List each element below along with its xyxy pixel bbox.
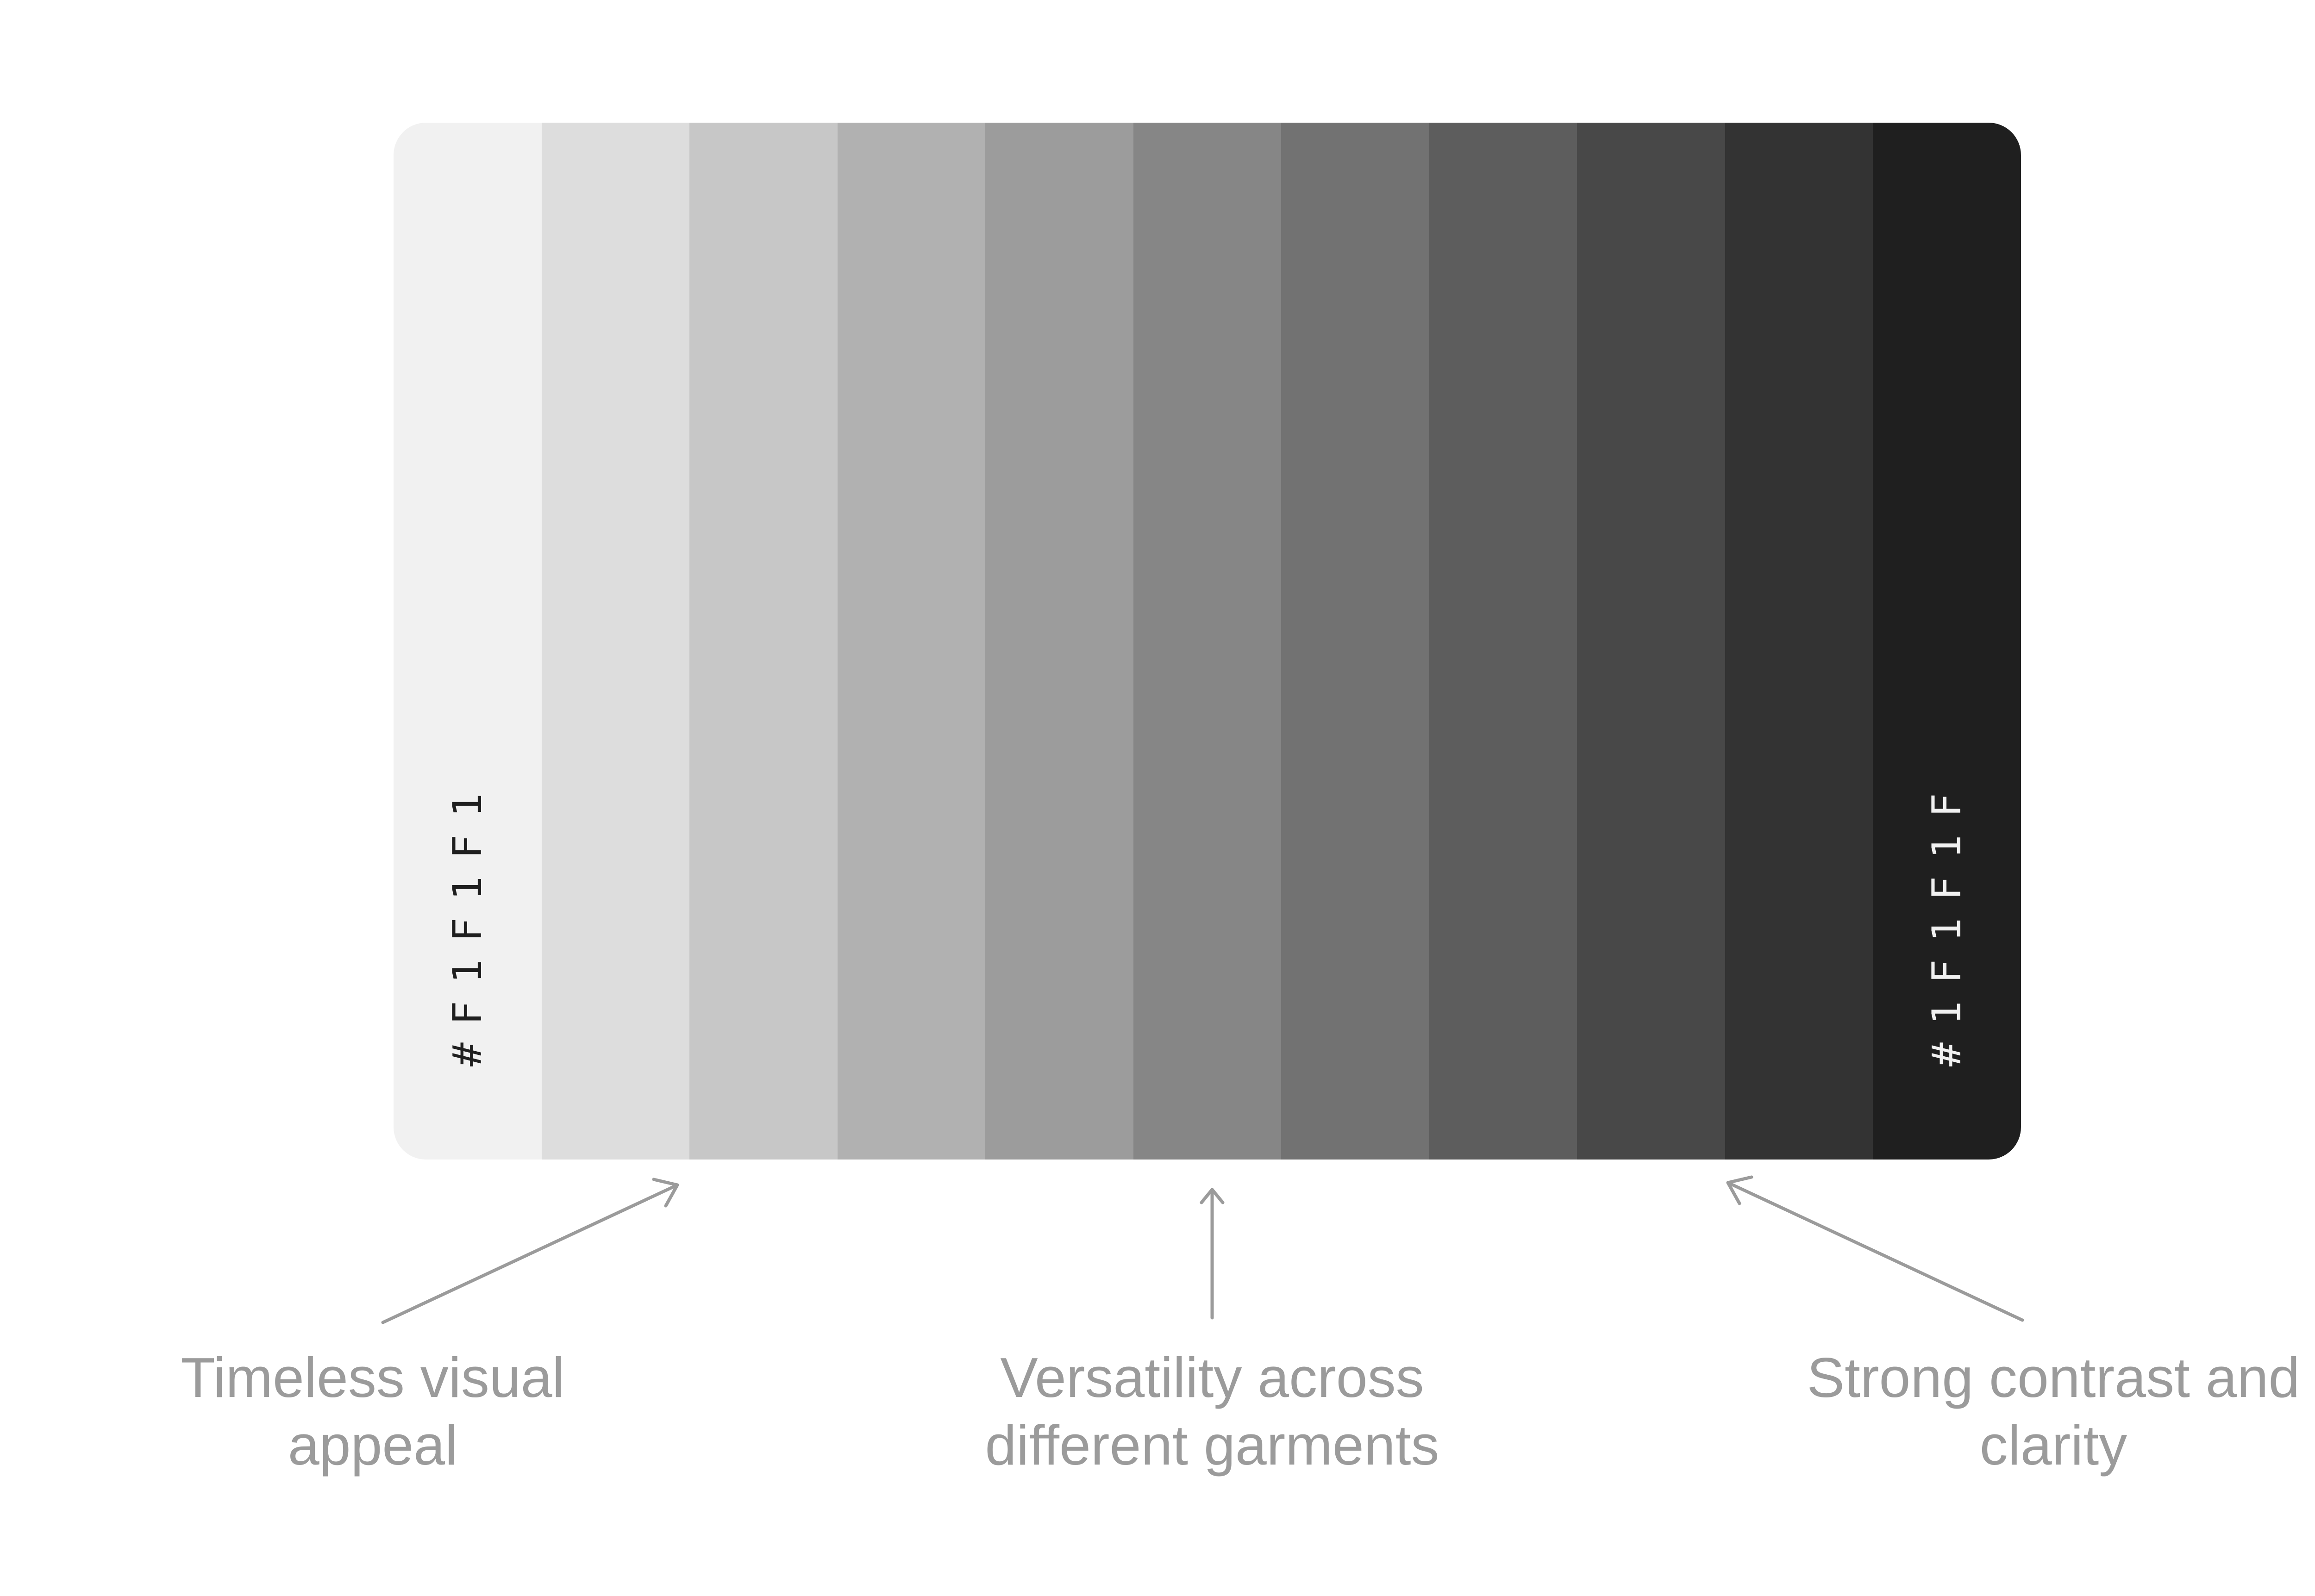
swatch-6 (1133, 123, 1282, 1160)
arrow-right (1726, 1175, 2024, 1322)
swatch-9 (1577, 123, 1725, 1160)
caption-center-line-2: different garments (985, 1414, 1439, 1477)
first-swatch-hex-label: #F1F1F1 (444, 775, 491, 1066)
swatch-10 (1725, 123, 1873, 1160)
swatch-2 (541, 123, 690, 1160)
swatch-1: #F1F1F1 (394, 123, 542, 1160)
swatch-3 (689, 123, 838, 1160)
caption-versatility: Versatility across different garments (985, 1344, 1439, 1479)
swatch-5 (985, 123, 1133, 1160)
grayscale-palette: #F1F1F1 #1F1F1F (394, 123, 2021, 1160)
swatch-8 (1429, 123, 1577, 1160)
swatch-7 (1281, 123, 1429, 1160)
caption-center-line-1: Versatility across (1000, 1346, 1424, 1409)
caption-left-line-1: Timeless visual (181, 1346, 565, 1409)
arrow-center (1200, 1188, 1225, 1320)
swatch-4 (837, 123, 986, 1160)
last-swatch-hex-label: #1F1F1F (1924, 775, 1971, 1066)
caption-right-line-2: clarity (1979, 1414, 2127, 1477)
caption-strong-contrast: Strong contrast and clarity (1807, 1344, 2300, 1479)
caption-left-line-2: appeal (288, 1414, 458, 1477)
swatch-11: #1F1F1F (1873, 123, 2021, 1160)
caption-right-line-1: Strong contrast and (1807, 1346, 2300, 1409)
arrow-left (381, 1178, 679, 1324)
caption-timeless-visual-appeal: Timeless visual appeal (181, 1344, 564, 1479)
